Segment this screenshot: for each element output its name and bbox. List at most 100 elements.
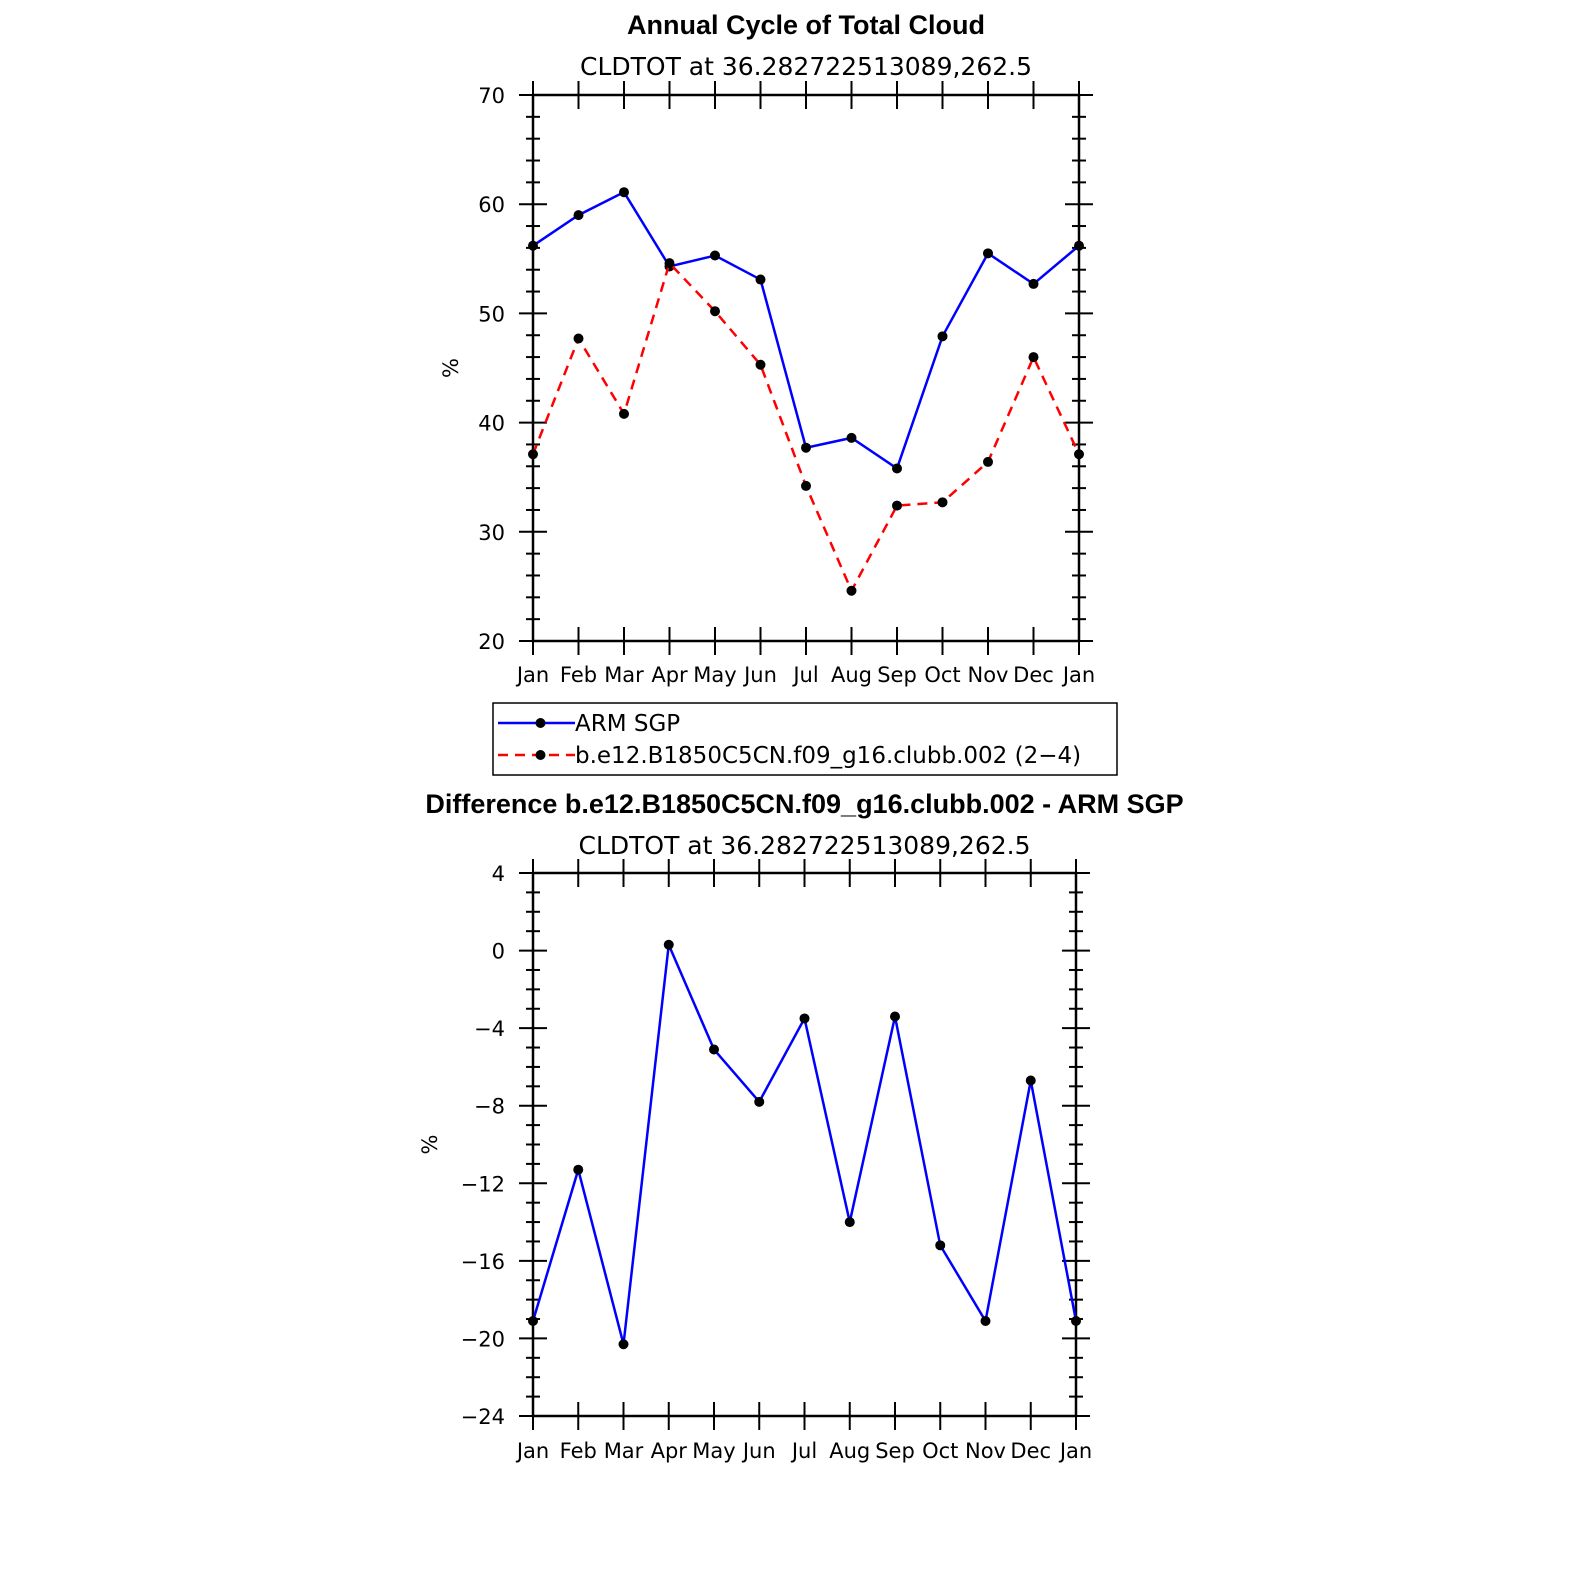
data-point bbox=[709, 1044, 719, 1055]
x-tick-label: Jul bbox=[790, 1439, 817, 1463]
legend-label: b.e12.B1850C5CN.f09_g16.clubb.002 (2−4) bbox=[575, 743, 1081, 769]
y-tick-label: 4 bbox=[492, 862, 505, 886]
data-point bbox=[528, 1315, 538, 1326]
data-point bbox=[892, 463, 902, 474]
y-tick-label: 40 bbox=[478, 412, 505, 436]
data-point bbox=[844, 1217, 855, 1228]
x-tick-label: Jan bbox=[515, 1439, 549, 1463]
data-point bbox=[619, 187, 629, 198]
data-point bbox=[1028, 278, 1039, 289]
x-tick-label: Jan bbox=[1058, 1439, 1092, 1463]
x-tick-label: Sep bbox=[875, 1439, 915, 1463]
data-point bbox=[528, 240, 538, 251]
chart-subtitle: CLDTOT at 36.282722513089,262.5 bbox=[578, 831, 1030, 860]
data-point bbox=[1074, 449, 1084, 460]
legend-marker bbox=[535, 718, 546, 728]
y-tick-label: −24 bbox=[461, 1405, 505, 1429]
series-1 bbox=[528, 939, 1081, 1350]
data-point bbox=[935, 1240, 946, 1251]
series-line bbox=[532, 190, 1080, 471]
data-point bbox=[528, 449, 538, 460]
y-tick-label: −8 bbox=[474, 1095, 505, 1119]
x-tick-label: Apr bbox=[651, 663, 688, 687]
y-tick-label: 0 bbox=[492, 940, 505, 964]
x-tick-label: Feb bbox=[560, 1439, 597, 1463]
data-point bbox=[1025, 1075, 1036, 1086]
data-point bbox=[664, 258, 675, 269]
x-tick-label: Jun bbox=[742, 663, 777, 687]
data-point bbox=[755, 274, 766, 285]
x-tick-label: Aug bbox=[829, 1439, 870, 1463]
data-point bbox=[1028, 352, 1039, 363]
data-point bbox=[801, 442, 811, 453]
data-point bbox=[754, 1096, 765, 1107]
series-2 bbox=[528, 258, 1084, 596]
y-tick-label: 70 bbox=[478, 84, 505, 108]
data-point bbox=[846, 432, 857, 443]
x-tick-label: Oct bbox=[924, 663, 960, 687]
data-point bbox=[619, 408, 629, 419]
x-tick-label: May bbox=[693, 663, 736, 687]
x-tick-label: Nov bbox=[965, 1439, 1006, 1463]
data-point bbox=[573, 1164, 584, 1175]
data-point bbox=[890, 1011, 900, 1022]
legend-box bbox=[492, 702, 1118, 776]
data-point bbox=[573, 333, 584, 344]
legend-marker bbox=[535, 750, 546, 760]
x-tick-label: Jan bbox=[1061, 663, 1095, 687]
y-tick-label: −4 bbox=[474, 1017, 505, 1041]
y-tick-label: 30 bbox=[478, 521, 505, 545]
series-line bbox=[531, 939, 1078, 1345]
legend-label: ARM SGP bbox=[575, 711, 680, 737]
data-point bbox=[710, 250, 720, 261]
y-axis-label: % bbox=[418, 1135, 442, 1155]
series-line bbox=[531, 260, 1081, 594]
data-point bbox=[980, 1315, 991, 1326]
x-tick-label: May bbox=[692, 1439, 735, 1463]
x-tick-label: Nov bbox=[968, 663, 1009, 687]
x-tick-label: Aug bbox=[831, 663, 872, 687]
chart-title: Annual Cycle of Total Cloud bbox=[627, 10, 985, 40]
chart-subtitle: CLDTOT at 36.282722513089,262.5 bbox=[580, 52, 1032, 81]
x-tick-label: Dec bbox=[1013, 663, 1054, 687]
data-point bbox=[846, 585, 857, 596]
y-axis-label: % bbox=[439, 358, 463, 378]
chart-2: Difference b.e12.B1850C5CN.f09_g16.clubb… bbox=[418, 789, 1184, 1463]
x-tick-label: Mar bbox=[604, 1439, 644, 1463]
x-tick-label: Jun bbox=[741, 1439, 776, 1463]
data-point bbox=[937, 331, 948, 342]
y-tick-label: 20 bbox=[478, 630, 505, 654]
x-tick-label: Feb bbox=[560, 663, 597, 687]
x-tick-label: Oct bbox=[922, 1439, 958, 1463]
plot-frame bbox=[531, 93, 1081, 643]
y-tick-label: 50 bbox=[478, 302, 505, 326]
y-tick-label: −16 bbox=[461, 1250, 505, 1274]
x-tick-label: Mar bbox=[604, 663, 644, 687]
y-tick-label: −20 bbox=[461, 1327, 505, 1351]
x-tick-label: Apr bbox=[651, 1439, 688, 1463]
plot-frame bbox=[531, 871, 1078, 1418]
data-point bbox=[892, 500, 902, 511]
y-tick-label: −12 bbox=[461, 1172, 505, 1196]
data-point bbox=[710, 306, 720, 317]
x-tick-label: Jan bbox=[515, 663, 549, 687]
data-point bbox=[983, 456, 993, 467]
data-point bbox=[573, 210, 584, 221]
data-point bbox=[801, 480, 811, 491]
data-point bbox=[1074, 240, 1084, 251]
chart-1: Annual Cycle of Total Cloud CLDTOT at 36.… bbox=[439, 10, 1118, 776]
data-point bbox=[799, 1013, 810, 1024]
data-point bbox=[937, 497, 948, 508]
legend: ARM SGP b.e12.B1850C5CN.f09_g16.clubb.002… bbox=[492, 702, 1118, 776]
data-point bbox=[1071, 1315, 1081, 1326]
y-tick-label: 60 bbox=[478, 193, 505, 217]
x-tick-label: Dec bbox=[1010, 1439, 1051, 1463]
data-point bbox=[983, 248, 993, 259]
chart-title: Difference b.e12.B1850C5CN.f09_g16.clubb… bbox=[425, 789, 1183, 819]
data-point bbox=[663, 939, 674, 950]
data-point bbox=[755, 359, 766, 370]
x-tick-label: Jul bbox=[791, 663, 818, 687]
x-tick-label: Sep bbox=[877, 663, 917, 687]
data-point bbox=[618, 1339, 629, 1350]
